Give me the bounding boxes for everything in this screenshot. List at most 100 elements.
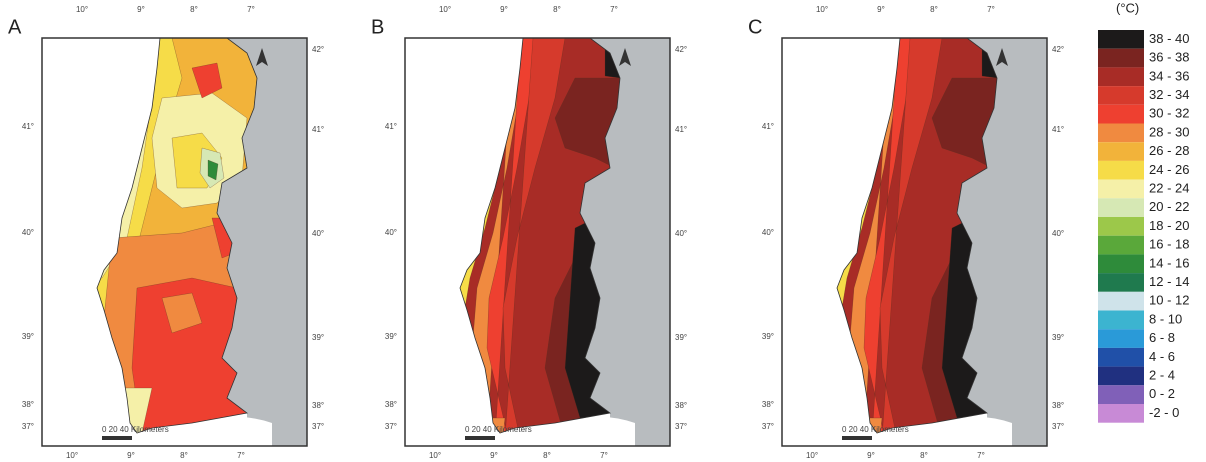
- legend-swatch: [1098, 104, 1144, 124]
- left-tick-label: 40°: [22, 228, 34, 237]
- right-tick-label: 42°: [675, 45, 687, 54]
- left-tick-label: 40°: [762, 228, 774, 237]
- north-arrow: [256, 48, 268, 66]
- top-tick-label: 7°: [987, 5, 995, 14]
- scale-bar: [842, 436, 872, 440]
- right-tick-label: 38°: [312, 401, 324, 410]
- left-tick-label: 37°: [385, 422, 397, 431]
- top-tick-label: 9°: [137, 5, 145, 14]
- left-tick-label: 40°: [385, 228, 397, 237]
- bottom-tick-label: 8°: [543, 451, 551, 460]
- spain: [580, 38, 670, 446]
- legend-label: 16 - 18: [1149, 237, 1189, 252]
- bottom-tick-label: 9°: [490, 451, 498, 460]
- left-tick-label: 41°: [762, 122, 774, 131]
- spain: [957, 38, 1047, 446]
- left-tick-label: 39°: [762, 332, 774, 341]
- legend-label: 36 - 38: [1149, 50, 1189, 65]
- top-tick-label: 9°: [877, 5, 885, 14]
- legend-label: 28 - 30: [1149, 124, 1189, 139]
- map-panel: 0 20 40 Kilometers 10° 9° 8° 7° 10° 9° 8° 7° 41° 4…: [385, 5, 687, 460]
- right-tick-label: 42°: [312, 45, 324, 54]
- north-arrow: [619, 48, 631, 66]
- top-tick-label: 9°: [500, 5, 508, 14]
- coastline: [96, 37, 258, 434]
- bottom-tick-label: 7°: [237, 451, 245, 460]
- legend-label: 22 - 24: [1149, 181, 1189, 196]
- panel-label: C: [748, 16, 762, 38]
- top-tick-label: 10°: [76, 5, 88, 14]
- left-tick-label: 38°: [22, 400, 34, 409]
- coastline: [459, 37, 621, 434]
- south-sea: [922, 416, 1012, 446]
- legend-swatch: [1098, 86, 1144, 105]
- left-tick-label: 38°: [385, 400, 397, 409]
- legend-label: 20 - 22: [1149, 199, 1189, 214]
- coastline: [836, 37, 998, 434]
- right-tick-label: 38°: [1052, 401, 1064, 410]
- temperature-zones: [97, 38, 257, 433]
- legend-swatch: [1098, 160, 1144, 180]
- left-tick-label: 39°: [385, 332, 397, 341]
- legend-label: -2 - 0: [1149, 405, 1179, 420]
- scale-text: 0 20 40 Kilometers: [842, 425, 909, 434]
- legend-swatch: [1098, 123, 1144, 143]
- top-tick-label: 8°: [553, 5, 561, 14]
- bottom-tick-label: 7°: [977, 451, 985, 460]
- legend-label: 4 - 6: [1149, 349, 1175, 364]
- bottom-tick-label: 10°: [66, 451, 78, 460]
- legend-swatch: [1098, 273, 1144, 292]
- legend-swatch: [1098, 48, 1144, 68]
- legend-swatch: [1098, 142, 1144, 161]
- right-tick-label: 37°: [675, 422, 687, 431]
- bottom-tick-label: 9°: [127, 451, 135, 460]
- legend-label: 18 - 20: [1149, 218, 1189, 233]
- scale-text: 0 20 40 Kilometers: [465, 425, 532, 434]
- legend-swatch: [1098, 291, 1144, 311]
- legend-swatch: [1098, 385, 1144, 404]
- top-tick-label: 10°: [439, 5, 451, 14]
- left-tick-label: 38°: [762, 400, 774, 409]
- panel-label: A: [8, 16, 22, 38]
- right-tick-label: 37°: [1052, 422, 1064, 431]
- left-tick-label: 37°: [22, 422, 34, 431]
- top-tick-label: 10°: [816, 5, 828, 14]
- legend-swatch: [1098, 366, 1144, 386]
- left-tick-label: 41°: [22, 122, 34, 131]
- left-tick-label: 41°: [385, 122, 397, 131]
- legend-swatch: [1098, 217, 1144, 236]
- frame: [41, 37, 308, 447]
- legend-swatch: [1098, 404, 1144, 423]
- bottom-tick-label: 7°: [600, 451, 608, 460]
- legend-label: 10 - 12: [1149, 293, 1189, 308]
- bottom-tick-label: 8°: [920, 451, 928, 460]
- right-tick-label: 39°: [312, 333, 324, 342]
- bottom-tick-label: 10°: [806, 451, 818, 460]
- zone: [161, 292, 203, 334]
- legend-label: 14 - 16: [1149, 255, 1189, 270]
- zone: [502, 38, 566, 433]
- south-sea: [545, 416, 635, 446]
- bottom-tick-label: 9°: [867, 451, 875, 460]
- top-tick-label: 8°: [930, 5, 938, 14]
- zone: [207, 159, 219, 181]
- bottom-tick-label: 8°: [180, 451, 188, 460]
- legend-label: 2 - 4: [1149, 368, 1175, 383]
- north-arrow: [996, 48, 1008, 66]
- left-tick-label: 39°: [22, 332, 34, 341]
- legend-label: 32 - 34: [1149, 87, 1189, 102]
- legend-label: 24 - 26: [1149, 162, 1189, 177]
- right-tick-label: 39°: [1052, 333, 1064, 342]
- scale-bar: [102, 436, 132, 440]
- frame: [781, 37, 1048, 447]
- legend-swatch: [1098, 30, 1144, 49]
- legend-swatch: [1098, 347, 1144, 367]
- right-tick-label: 40°: [1052, 229, 1064, 238]
- right-tick-label: 40°: [675, 229, 687, 238]
- zone: [879, 38, 943, 433]
- right-tick-label: 41°: [1052, 125, 1064, 134]
- top-tick-label: 8°: [190, 5, 198, 14]
- legend-label: 30 - 32: [1149, 106, 1189, 121]
- legend: 38 - 40 36 - 38 34 - 36 32 - 34 30 - 32 28 - …: [1098, 30, 1189, 423]
